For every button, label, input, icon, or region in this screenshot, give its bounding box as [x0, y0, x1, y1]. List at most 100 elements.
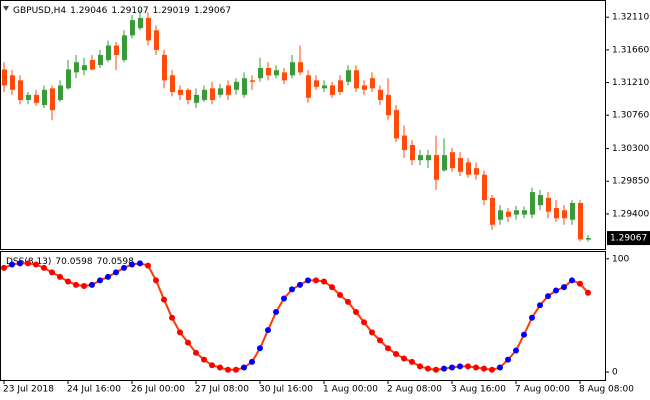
candle-body [322, 85, 327, 89]
indicator-dot [297, 281, 303, 288]
indicator-dot [497, 364, 503, 371]
candle-body [578, 203, 583, 240]
indicator-dot [201, 356, 207, 363]
x-tick-label: 1 Aug 00:00 [323, 385, 378, 395]
indicator-dot [209, 362, 215, 369]
indicator-dot [265, 327, 271, 334]
indicator-dot [281, 295, 287, 302]
indicator-dot [393, 350, 399, 357]
candle-body [98, 54, 103, 66]
indicator-dot [49, 269, 55, 276]
candle-body [402, 135, 407, 151]
indicator-dot [505, 356, 511, 363]
indicator-value: 70.0598 [55, 257, 92, 267]
candle-body [250, 80, 255, 82]
indicator-dot [329, 284, 335, 291]
x-tick-label: 3 Aug 16:00 [451, 385, 506, 395]
indicator-dot [225, 366, 231, 373]
indicator-dot [529, 314, 535, 321]
candle-body [482, 174, 487, 201]
candle-body [434, 155, 439, 180]
y-tick-label: 1.31210 [612, 78, 649, 88]
x-tick-label: 24 Jul 16:00 [67, 385, 121, 395]
main-panel-frame [0, 0, 606, 250]
indicator-dot [249, 358, 255, 365]
candle-body [266, 68, 271, 76]
indicator-dot [241, 364, 247, 371]
candle-body [570, 203, 575, 220]
candle-body [378, 89, 383, 100]
y-tick-label: 100 [612, 254, 629, 264]
indicator-dot [177, 329, 183, 336]
indicator-dot [401, 355, 407, 362]
indicator-dot [73, 281, 79, 288]
x-tick-label: 8 Aug 08:00 [579, 385, 634, 395]
indicator-dot [145, 262, 151, 269]
candle-body [330, 85, 335, 95]
indicator-dot [233, 366, 239, 373]
indicator-dot [193, 349, 199, 356]
candle-body [442, 155, 447, 171]
candle-body [282, 72, 287, 81]
x-tick-label: 2 Aug 08:00 [387, 385, 442, 395]
candle-body [586, 238, 591, 240]
indicator-dot [137, 260, 143, 267]
candle-body [274, 70, 279, 76]
candle-body [2, 69, 7, 86]
indicator-dot [121, 264, 127, 271]
indicator-dot [537, 302, 543, 309]
indicator-dot [561, 284, 567, 291]
x-tick-label: 27 Jul 08:00 [195, 385, 249, 395]
indicator-dot [129, 261, 135, 268]
high: 1.29107 [111, 6, 148, 16]
candle-body [546, 197, 551, 212]
candle-body [34, 94, 39, 103]
indicator-dot [473, 364, 479, 371]
indicator-dot [481, 365, 487, 372]
y-tick-label: 1.30300 [612, 144, 649, 154]
signal-value: 70.0598 [97, 257, 134, 267]
candle-body [194, 94, 199, 103]
candle-body [66, 69, 71, 89]
indicator-dot [169, 314, 175, 321]
candle-body [82, 65, 87, 71]
indicator-dot [449, 364, 455, 371]
y-tick-label: 1.30760 [612, 111, 649, 121]
indicator-dot [97, 277, 103, 284]
candle-body [186, 89, 191, 100]
candle-body [426, 155, 431, 161]
indicator-dot [257, 345, 263, 352]
indicator-dot [377, 337, 383, 344]
candle-body [178, 89, 183, 95]
indicator-dot [369, 329, 375, 336]
candle-body [154, 30, 159, 50]
candle-body [218, 88, 223, 95]
candle-body [114, 45, 119, 55]
candle-body [314, 80, 319, 87]
indicator-dot [289, 286, 295, 293]
indicator-dot [337, 292, 343, 299]
indicator-dot [105, 273, 111, 280]
candle-body [562, 210, 567, 219]
candle-body [466, 162, 471, 175]
indicator-dot [185, 339, 191, 346]
indicator-dot [433, 366, 439, 373]
candle-body [106, 45, 111, 61]
indicator-dot [553, 287, 559, 294]
candle-body [290, 62, 295, 76]
indicator-dot [361, 319, 367, 326]
indicator-dot [513, 347, 519, 354]
indicator-dot [217, 364, 223, 371]
price-label-box [607, 231, 650, 246]
indicator-dot [57, 273, 63, 280]
candle-body [18, 80, 23, 100]
candle-body [258, 68, 263, 79]
indicator-dot [321, 278, 327, 285]
candle-body [522, 210, 527, 215]
indicator-dot [569, 277, 575, 284]
y-tick-label: 1.32110 [612, 13, 649, 23]
candle-body [410, 144, 415, 161]
candle-body [338, 80, 343, 92]
